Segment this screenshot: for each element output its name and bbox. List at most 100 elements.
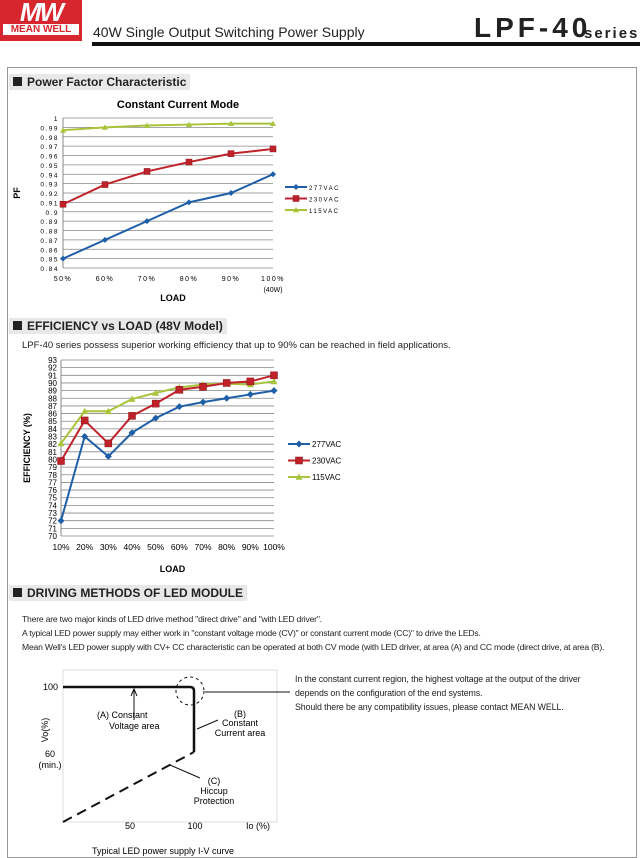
triangle-marker bbox=[152, 389, 160, 396]
x-tick-label: 40% bbox=[123, 542, 140, 552]
drive-text-2: A typical LED power supply may either wo… bbox=[22, 628, 481, 638]
diamond-marker bbox=[81, 433, 89, 441]
model-name: LPF-40 bbox=[474, 12, 592, 43]
y-tick-label: 0.97 bbox=[40, 144, 59, 151]
square-marker bbox=[185, 158, 193, 166]
x-tick-label: 70% bbox=[194, 542, 211, 552]
diamond-marker bbox=[223, 394, 231, 402]
triangle-marker bbox=[295, 473, 303, 480]
series-label: series bbox=[584, 25, 640, 42]
section-title: DRIVING METHODS OF LED MODULE bbox=[27, 586, 243, 600]
y-tick-label: 71 bbox=[48, 524, 57, 533]
diamond-marker bbox=[128, 429, 136, 437]
y-tick-label: 0.88 bbox=[40, 229, 59, 236]
diamond-marker bbox=[293, 184, 299, 190]
triangle-marker bbox=[293, 207, 299, 213]
arrow-b bbox=[196, 719, 219, 730]
section-pf-heading: Power Factor Characteristic bbox=[9, 74, 191, 90]
x-tick-label: 30% bbox=[100, 542, 117, 552]
legend-label: 230VAC bbox=[309, 198, 340, 204]
y-tick-label: 0.89 bbox=[40, 219, 59, 226]
square-marker bbox=[59, 201, 67, 208]
square-marker bbox=[295, 456, 303, 465]
square-marker bbox=[227, 150, 235, 157]
square-marker bbox=[57, 457, 65, 465]
legend-label: 277VAC bbox=[309, 186, 340, 192]
y-tick-label: 0.84 bbox=[40, 266, 59, 273]
triangle-marker bbox=[60, 127, 66, 133]
y-tick-label: 0.95 bbox=[40, 163, 59, 170]
y-tick-label: 82 bbox=[48, 440, 57, 449]
triangle-marker bbox=[270, 120, 276, 127]
x-tick-label: 60% bbox=[96, 276, 115, 283]
cc-note-1: In the constant current region, the high… bbox=[295, 674, 581, 684]
square-marker bbox=[270, 371, 278, 380]
cc-note-block: In the constant current region, the high… bbox=[295, 672, 630, 714]
square-marker bbox=[151, 399, 160, 408]
y-tick-label: 88 bbox=[48, 394, 57, 403]
y-tick-label: 0.99 bbox=[40, 125, 59, 132]
drive-text-3: Mean Well's LED power supply with CV+ CC… bbox=[22, 642, 605, 652]
y-tick-label: 78 bbox=[48, 471, 57, 480]
x-100: 100 bbox=[187, 821, 202, 831]
y-tick-label: 93 bbox=[48, 356, 57, 365]
x-tick-label: 100% bbox=[263, 542, 285, 552]
y-tick-label: 0.85 bbox=[40, 257, 59, 264]
square-marker bbox=[143, 168, 151, 175]
series-line-115VAC bbox=[60, 380, 275, 445]
diamond-marker bbox=[152, 414, 160, 422]
square-marker bbox=[128, 412, 136, 420]
triangle-marker bbox=[81, 407, 89, 415]
cv-cc-curve bbox=[63, 685, 196, 752]
square-marker bbox=[199, 383, 207, 391]
diamond-marker bbox=[270, 387, 278, 395]
iv-caption: Typical LED power supply I-V curve bbox=[92, 846, 234, 856]
square-marker bbox=[269, 145, 277, 153]
series-line-277VAC bbox=[62, 173, 274, 260]
x-tick-label: 10% bbox=[52, 542, 69, 552]
label-b2: Constant bbox=[222, 718, 259, 728]
y-tick-label: 77 bbox=[48, 478, 57, 487]
triangle-marker bbox=[186, 121, 192, 127]
square-marker bbox=[80, 416, 89, 425]
y-tick-label: 87 bbox=[48, 402, 57, 411]
y-tick-label: 0.94 bbox=[40, 172, 59, 179]
x-axis-label: Io (%) bbox=[246, 821, 270, 831]
triangle-marker bbox=[102, 124, 108, 130]
y-tick-label: 74 bbox=[48, 501, 57, 510]
y-tick-label: 0.91 bbox=[40, 200, 59, 207]
y-tick-label: 81 bbox=[48, 448, 57, 457]
cc-highlight-circle bbox=[175, 676, 205, 706]
label-c3: Protection bbox=[194, 796, 235, 806]
section-title: EFFICIENCY vs LOAD (48V Model) bbox=[27, 319, 223, 333]
diamond-marker bbox=[175, 403, 183, 411]
x-tick-label: 80% bbox=[180, 276, 199, 283]
x-50: 50 bbox=[125, 821, 135, 831]
diamond-marker bbox=[144, 218, 150, 225]
x-tick-label: 100% bbox=[261, 276, 285, 283]
y-tick-label: 1 bbox=[54, 116, 59, 123]
chart-title: Constant Current Mode bbox=[117, 99, 239, 111]
x-axis-label: LOAD bbox=[160, 564, 186, 574]
diamond-marker bbox=[60, 255, 66, 262]
y-tick-label: 84 bbox=[48, 425, 57, 434]
header-rule bbox=[92, 42, 640, 46]
section-title: Power Factor Characteristic bbox=[27, 75, 187, 89]
legend-label: 115VAC bbox=[309, 209, 339, 215]
label-c: (C) bbox=[208, 776, 221, 786]
iv-plot-frame bbox=[62, 669, 278, 823]
x-tick-label: 50% bbox=[147, 542, 164, 552]
x-tick-label: 20% bbox=[76, 542, 93, 552]
label-c2: Hiccup bbox=[200, 786, 228, 796]
label-a2: Voltage area bbox=[109, 721, 160, 731]
diamond-marker bbox=[246, 390, 254, 398]
x-axis-label: LOAD bbox=[160, 293, 186, 303]
y-tick-label: 83 bbox=[48, 433, 57, 442]
efficiency-note: LPF-40 series possess superior working e… bbox=[22, 340, 451, 351]
y-60-min: (min.) bbox=[39, 760, 62, 770]
diamond-marker bbox=[102, 236, 108, 243]
y-axis-label: EFFICIENCY (%) bbox=[22, 413, 32, 483]
y-tick-label: 70 bbox=[48, 532, 57, 541]
square-marker bbox=[104, 439, 113, 448]
y-100: 100 bbox=[43, 682, 58, 692]
